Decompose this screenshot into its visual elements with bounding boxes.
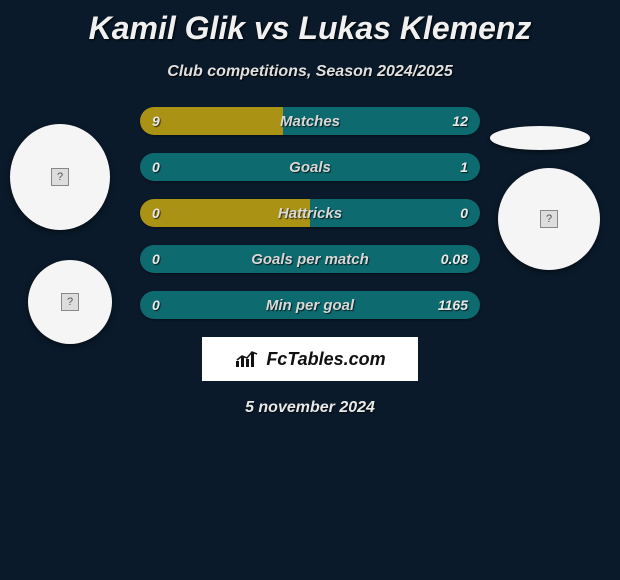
- stat-bar-right: [140, 245, 480, 273]
- stat-bar-left: [140, 199, 310, 227]
- placeholder-icon: ?: [61, 293, 79, 311]
- comparison-bars: Matches912 Goals01 Hattricks00 Goals per ma…: [140, 107, 480, 319]
- stat-bar-right: [140, 153, 480, 181]
- stat-row: Hattricks00: [140, 199, 480, 227]
- date-label: 5 november 2024: [0, 399, 620, 417]
- brand-text: FcTables.com: [266, 349, 385, 370]
- brand-chart-icon: [234, 349, 260, 369]
- placeholder-icon: ?: [51, 168, 69, 186]
- stat-bar-right: [140, 291, 480, 319]
- placeholder-icon: ?: [540, 210, 558, 228]
- subtitle: Club competitions, Season 2024/2025: [0, 63, 620, 81]
- stat-row: Goals per match00.08: [140, 245, 480, 273]
- stat-bar-left: [140, 107, 283, 135]
- page-title: Kamil Glik vs Lukas Klemenz: [0, 0, 620, 47]
- stat-row: Min per goal01165: [140, 291, 480, 319]
- stat-bar-right: [310, 199, 480, 227]
- stat-row: Matches912: [140, 107, 480, 135]
- stat-bar-right: [283, 107, 480, 135]
- brand-badge: FcTables.com: [202, 337, 418, 381]
- player-left-avatar-2: ?: [28, 260, 112, 344]
- player-left-avatar-1: ?: [10, 124, 110, 230]
- player-right-ellipse: [490, 126, 590, 150]
- player-right-avatar: ?: [498, 168, 600, 270]
- stat-row: Goals01: [140, 153, 480, 181]
